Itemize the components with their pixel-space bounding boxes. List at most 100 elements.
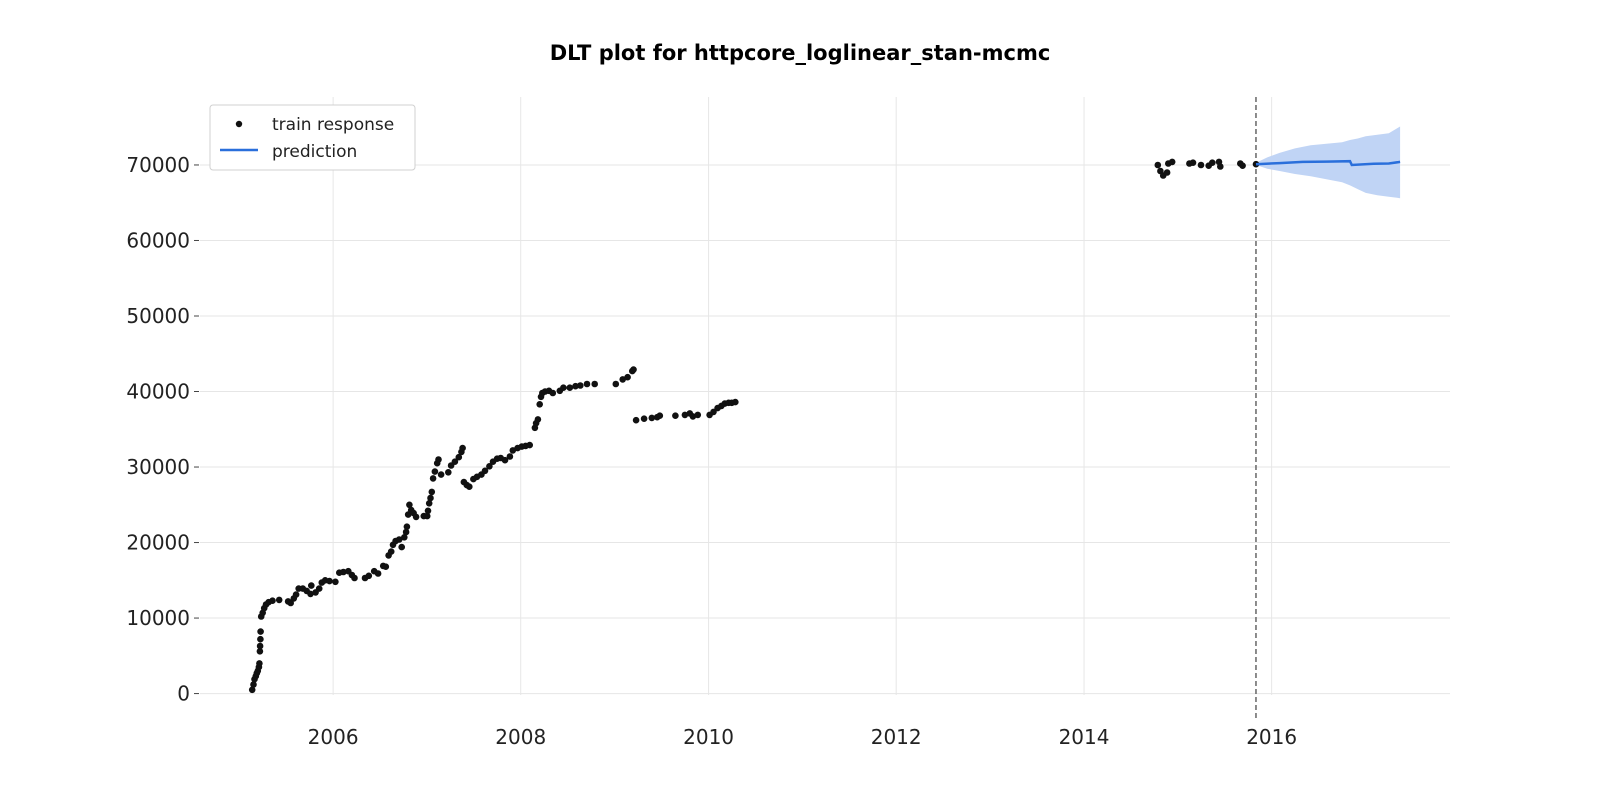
y-tick-label: 50000 xyxy=(126,304,190,328)
train-point xyxy=(694,411,702,419)
train-point xyxy=(1217,163,1224,170)
x-tick-label: 2012 xyxy=(871,725,922,749)
train-point xyxy=(250,681,257,688)
train-point xyxy=(1197,161,1205,169)
chart-title: DLT plot for httpcore_loglinear_stan-mcm… xyxy=(550,41,1051,65)
train-point xyxy=(566,384,574,392)
train-point xyxy=(1209,159,1216,166)
x-tick-label: 2014 xyxy=(1059,725,1110,749)
train-point xyxy=(526,441,533,449)
train-point xyxy=(256,648,264,655)
train-point xyxy=(401,534,408,541)
train-point xyxy=(269,597,276,604)
train-point xyxy=(425,500,433,507)
train-point xyxy=(307,590,314,598)
train-point xyxy=(427,494,434,502)
train-point xyxy=(466,483,473,491)
y-tick-label: 30000 xyxy=(126,455,190,479)
train-point xyxy=(308,582,315,589)
x-tick-label: 2006 xyxy=(308,725,359,749)
train-point xyxy=(374,570,382,577)
train-point xyxy=(424,507,432,515)
legend-prediction-label: prediction xyxy=(272,142,357,162)
train-point xyxy=(640,415,648,423)
train-point xyxy=(340,568,347,576)
train-point xyxy=(486,463,493,470)
train-point xyxy=(403,523,411,530)
legend-train-marker xyxy=(235,120,243,128)
train-point xyxy=(402,528,410,536)
train-point xyxy=(1239,162,1246,169)
train-point xyxy=(455,453,463,461)
train-point xyxy=(351,574,358,582)
prediction-line-group xyxy=(1255,159,1401,167)
train-point xyxy=(591,380,598,388)
train-point xyxy=(315,585,323,592)
train-point xyxy=(1168,158,1176,166)
train-point xyxy=(577,382,584,389)
train-point xyxy=(431,468,439,475)
train-point xyxy=(1189,159,1197,166)
train-point xyxy=(412,513,420,521)
train-point xyxy=(257,628,264,635)
train-point xyxy=(648,414,656,422)
train-point xyxy=(624,373,631,381)
train-point xyxy=(445,469,452,476)
legend-box xyxy=(209,104,416,171)
x-tick-label: 2016 xyxy=(1246,725,1297,749)
train-point xyxy=(534,416,542,423)
train-point xyxy=(257,635,264,643)
train-point xyxy=(256,642,264,650)
train-point xyxy=(656,412,664,420)
train-point xyxy=(501,456,509,464)
train-point xyxy=(429,475,437,482)
train-point xyxy=(332,578,339,586)
train-point xyxy=(451,458,459,466)
prediction-line xyxy=(1255,159,1401,167)
train-point xyxy=(536,401,543,408)
y-axis: 0 10000 20000 30000 40000 50000 60000 70000 xyxy=(126,153,199,706)
train-point xyxy=(423,512,431,520)
train-point xyxy=(630,366,637,373)
train-point xyxy=(549,389,557,397)
legend: train response prediction xyxy=(209,104,416,171)
train-point xyxy=(437,471,445,478)
train-point xyxy=(506,453,514,460)
y-tick-label: 10000 xyxy=(126,606,190,630)
train-point xyxy=(256,660,263,667)
y-tick-label: 20000 xyxy=(126,531,190,555)
train-points xyxy=(248,158,1260,694)
train-point xyxy=(612,380,620,388)
grid xyxy=(200,97,1450,695)
train-point xyxy=(732,398,739,406)
train-point xyxy=(382,563,390,570)
train-point xyxy=(560,384,567,392)
train-point xyxy=(1163,169,1171,176)
train-point xyxy=(387,548,395,555)
train-point xyxy=(248,686,256,694)
train-point xyxy=(632,416,640,424)
train-point xyxy=(275,596,283,604)
legend-train-label: train response xyxy=(272,115,394,135)
train-point xyxy=(672,412,679,420)
train-point xyxy=(481,467,489,475)
train-point xyxy=(583,380,591,388)
y-tick-label: 0 xyxy=(177,682,190,706)
train-point xyxy=(406,501,413,509)
y-tick-label: 40000 xyxy=(126,380,190,404)
x-tick-label: 2010 xyxy=(683,725,734,749)
train-point xyxy=(292,591,300,598)
x-tick-label: 2008 xyxy=(495,725,546,749)
train-point xyxy=(395,536,403,543)
train-point xyxy=(428,488,436,496)
train-point xyxy=(365,572,373,580)
y-tick-label: 70000 xyxy=(126,153,190,177)
train-point xyxy=(398,543,406,551)
train-point xyxy=(326,577,333,585)
y-tick-label: 60000 xyxy=(126,228,190,252)
x-axis: 2006 2008 2010 2012 2014 2016 xyxy=(308,725,1297,749)
train-point xyxy=(459,444,466,452)
train-point xyxy=(435,456,442,463)
train-point xyxy=(1154,161,1162,169)
